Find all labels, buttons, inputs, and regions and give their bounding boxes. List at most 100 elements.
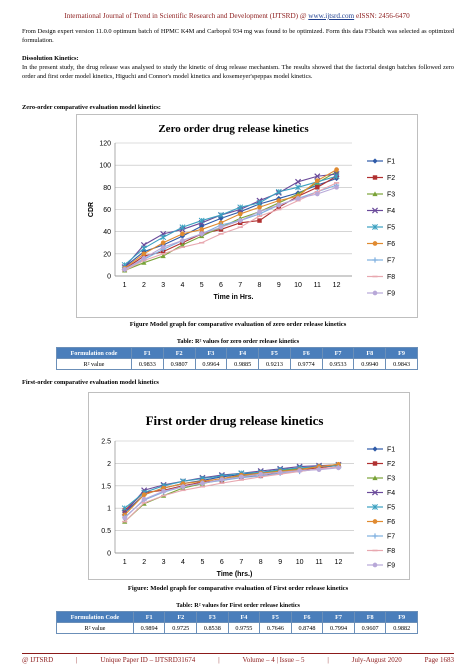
- intro-paragraph: From Design expert version 11.0.0 optimu…: [22, 28, 454, 44]
- footer-left: @ IJTSRD: [22, 656, 54, 664]
- data-point: [160, 234, 167, 241]
- data-point: [180, 484, 186, 490]
- x-tick-label: 7: [239, 559, 243, 566]
- data-point: [314, 191, 320, 197]
- journal-url-link[interactable]: www.ijtsrd.com: [308, 12, 355, 20]
- data-point: [316, 467, 322, 473]
- legend-label: F9: [387, 291, 395, 298]
- series-line: [124, 169, 337, 269]
- first-table-header-cell: F6: [290, 611, 324, 623]
- x-tick-label: 5: [200, 282, 204, 289]
- x-tick-label: 6: [220, 559, 224, 566]
- first-order-table-header-row: Formulation Code F1 F2 F3 F4 F5 F6 F7 F8 F9: [56, 611, 418, 623]
- data-point: [372, 504, 378, 510]
- data-point: [295, 178, 302, 185]
- first-table-value-cell: 0.9607: [353, 622, 387, 634]
- zero-table-header-cell: F4: [226, 347, 260, 359]
- zero-table-header-cell: F5: [258, 347, 291, 359]
- x-tick-label: 11: [315, 559, 322, 566]
- data-point: [276, 202, 282, 208]
- first-table-row-label: R² value: [56, 622, 134, 634]
- data-point: [180, 238, 185, 243]
- y-tick-label: 2: [107, 461, 111, 468]
- series-f5: [121, 173, 340, 268]
- series-line: [124, 466, 339, 523]
- legend-entry: F9: [367, 563, 395, 570]
- footer-volume: Volume – 4 | Issue – 5: [242, 656, 305, 664]
- x-tick-label: 2: [142, 559, 146, 566]
- first-order-r2-table: Formulation Code F1 F2 F3 F4 F5 F6 F7 F8 F9 R² va…: [56, 611, 418, 634]
- series-line: [124, 175, 337, 266]
- data-point: [314, 178, 320, 184]
- dissolution-paragraph: In the present study, the drug release w…: [22, 64, 454, 80]
- first-order-chart: First order drug release kinetics 0 0.5 1 1.…: [101, 413, 395, 578]
- first-table-header-cell: F3: [196, 611, 229, 623]
- data-point: [140, 245, 147, 252]
- x-tick-label: 2: [142, 282, 146, 289]
- x-tick-label: 3: [161, 282, 165, 289]
- legend-entry: F9: [367, 291, 395, 298]
- footer-date: July-August 2020: [351, 656, 402, 664]
- legend-label: F5: [387, 225, 395, 232]
- data-point: [198, 217, 205, 224]
- legend-entry: F7: [367, 533, 395, 541]
- first-table-header-cell: F7: [322, 611, 355, 623]
- first-table-value-cell: 0.9882: [385, 622, 418, 634]
- series-line: [124, 173, 337, 268]
- legend-entry: F6: [367, 519, 395, 526]
- y-tick-label: 120: [99, 141, 111, 148]
- legend-label: F3: [387, 476, 395, 483]
- first-table-value-cell: 0.8748: [290, 622, 324, 634]
- zero-table-value-cell: 0.9964: [194, 358, 228, 370]
- legend-entry: F3: [367, 475, 395, 483]
- dissolution-heading: Dissolution Kinetics:: [22, 55, 79, 62]
- series-line: [124, 467, 339, 519]
- x-tick-label: 12: [333, 282, 341, 289]
- series-f4: [121, 171, 340, 271]
- first-table-header-cell: F5: [259, 611, 292, 623]
- data-point: [372, 175, 378, 180]
- footer-divider: [22, 653, 454, 654]
- data-point: [122, 515, 128, 521]
- data-point: [141, 492, 147, 498]
- zero-order-heading: Zero-order comparative evaluation model …: [22, 104, 161, 111]
- data-point: [334, 184, 339, 190]
- data-point: [372, 533, 378, 539]
- chart-title: Zero order drug release kinetics: [158, 123, 309, 135]
- data-point: [372, 446, 378, 452]
- data-point: [179, 242, 186, 248]
- series-line: [124, 463, 339, 523]
- x-axis-label: Time in Hrs.: [214, 294, 254, 301]
- data-point: [160, 253, 166, 259]
- series-line: [124, 465, 339, 514]
- data-point: [121, 505, 128, 512]
- x-tick-label: 11: [314, 282, 321, 289]
- y-tick-label: 80: [103, 185, 111, 192]
- data-point: [372, 158, 378, 164]
- data-point: [372, 562, 378, 568]
- zero-table-header-cell: F3: [194, 347, 228, 359]
- data-point: [218, 224, 224, 230]
- data-point: [257, 204, 262, 210]
- legend-label: F1: [387, 447, 395, 454]
- page-footer: @ IJTSRD | Unique Paper ID – IJTSRD31674…: [22, 656, 454, 664]
- zero-table-value-cell: 0.9885: [226, 358, 260, 370]
- data-point: [161, 488, 166, 494]
- first-table-value-cell: 0.7646: [259, 622, 292, 634]
- legend-label: F4: [387, 208, 395, 215]
- data-point: [372, 290, 378, 296]
- x-tick-label: 10: [294, 282, 302, 289]
- series-f7: [122, 464, 342, 520]
- data-point: [258, 471, 264, 477]
- x-tick-label: 5: [200, 559, 204, 566]
- data-point: [237, 204, 244, 211]
- data-point: [141, 251, 147, 257]
- legend-entry: F2: [367, 175, 395, 182]
- x-tick-label: 10: [296, 559, 304, 566]
- y-tick-label: 60: [103, 207, 111, 214]
- data-point: [122, 267, 127, 272]
- first-table-header-cell: F1: [132, 611, 166, 623]
- first-table-header-cell: Formulation Code: [56, 611, 134, 623]
- legend-label: F6: [387, 241, 395, 248]
- legend-label: F5: [387, 505, 395, 512]
